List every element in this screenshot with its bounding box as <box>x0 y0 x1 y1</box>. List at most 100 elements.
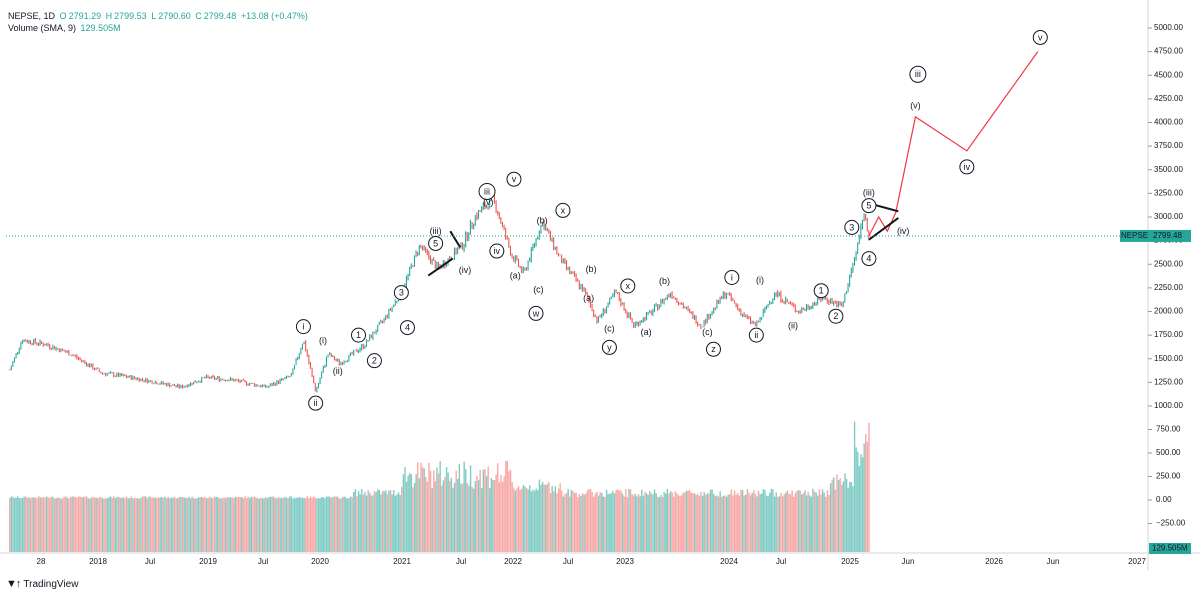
volume-bar <box>333 496 336 552</box>
volume-bar <box>381 490 384 552</box>
volume-bar <box>153 497 155 552</box>
wave-label: (iii) <box>430 226 442 236</box>
volume-bar <box>263 498 265 552</box>
price-tick-label: 4250.00 <box>1154 94 1183 103</box>
wave-label-circle <box>813 283 829 299</box>
volume-bar <box>87 498 89 552</box>
volume-bar <box>313 496 315 552</box>
volume-bar <box>20 497 22 552</box>
volume-bar <box>79 496 81 552</box>
wave-label: w <box>532 308 540 318</box>
volume-bar <box>266 498 269 552</box>
volume-bar <box>244 496 246 552</box>
volume-bar <box>271 496 273 552</box>
volume-bar <box>468 485 470 552</box>
volume-bar <box>628 488 630 552</box>
volume-bar <box>45 496 48 552</box>
volume-bar <box>157 497 160 552</box>
volume-bar <box>402 474 405 552</box>
volume-bar <box>197 497 200 552</box>
volume-bar <box>465 469 467 552</box>
volume-bar <box>407 475 409 552</box>
time-tick-label: 2021 <box>393 557 411 566</box>
volume-bar <box>842 481 845 552</box>
volume-bar <box>89 498 91 552</box>
volume-bar <box>775 492 777 552</box>
volume-bar <box>442 480 445 552</box>
volume-bar <box>52 496 54 552</box>
volume-bar <box>577 497 579 552</box>
volume-bar <box>604 496 606 552</box>
wave-label: v <box>512 174 517 184</box>
volume-bar <box>609 493 611 552</box>
volume-bar <box>431 488 433 552</box>
volume-bar <box>189 498 192 552</box>
volume-bar <box>249 498 251 552</box>
volume-bar <box>458 463 461 552</box>
volume-bar <box>103 498 105 552</box>
volume-bar <box>634 493 637 552</box>
volume-bar <box>260 497 262 552</box>
volume-bar <box>223 497 225 552</box>
volume-bar <box>759 494 761 552</box>
volume-bar <box>61 498 64 552</box>
volume-bar <box>31 497 33 552</box>
volume-bar <box>389 489 392 552</box>
volume-bar <box>532 489 534 552</box>
wave-label-circle <box>828 308 844 324</box>
volume-bar <box>682 492 685 552</box>
volume-bar <box>748 492 750 552</box>
volume-bar <box>119 497 121 552</box>
volume-bar <box>738 495 741 552</box>
volume-bar <box>44 497 46 552</box>
volume-header[interactable]: Volume (SMA, 9) 129.505M <box>8 23 123 33</box>
wave-label: iii <box>484 186 490 196</box>
volume-bar <box>234 496 237 552</box>
volume-bar <box>834 489 837 552</box>
trendline <box>873 203 899 213</box>
tradingview-logo[interactable]: ▼↑ TradingView <box>6 578 78 590</box>
volume-bar <box>71 496 73 552</box>
volume-bar <box>114 498 117 552</box>
volume-bar <box>397 492 400 552</box>
volume-bar <box>332 496 334 552</box>
volume-bar <box>743 495 745 552</box>
volume-bar <box>175 498 177 552</box>
volume-bar <box>452 487 454 552</box>
wave-label-circle <box>489 243 505 259</box>
wave-label-circle <box>1032 29 1048 45</box>
volume-bar <box>852 486 854 552</box>
volume-bar <box>855 447 857 552</box>
volume-bar <box>578 494 581 552</box>
wave-label: 1 <box>356 330 361 340</box>
symbol-label: NEPSE, 1D <box>8 11 56 21</box>
wave-label: (iv) <box>897 226 910 236</box>
volume-bar <box>426 481 429 552</box>
volume-bar <box>482 469 485 552</box>
volume-bar <box>762 489 765 552</box>
volume-bar <box>804 490 806 552</box>
volume-bar <box>111 498 113 552</box>
wave-label: (i) <box>756 275 764 285</box>
volume-bar <box>701 495 704 552</box>
volume-indicator-label: Volume (SMA, 9) <box>8 23 77 33</box>
volume-bar <box>295 497 297 552</box>
volume-bar <box>677 495 680 552</box>
volume-bar <box>106 498 109 552</box>
volume-bar <box>485 476 488 552</box>
volume-bar <box>689 490 691 552</box>
volume-bar <box>820 494 822 552</box>
wave-label-circle <box>724 269 740 285</box>
volume-bar <box>149 496 152 552</box>
volume-bar <box>308 498 310 552</box>
volume-bar <box>105 498 107 552</box>
volume-bar <box>434 481 437 552</box>
price-tick-label: 3750.00 <box>1154 141 1183 150</box>
volume-bar <box>812 488 814 552</box>
volume-bar <box>242 498 245 552</box>
volume-bar <box>477 480 480 552</box>
wave-label-circle <box>399 320 415 336</box>
volume-bar <box>522 485 525 552</box>
volume-bar <box>473 488 475 552</box>
